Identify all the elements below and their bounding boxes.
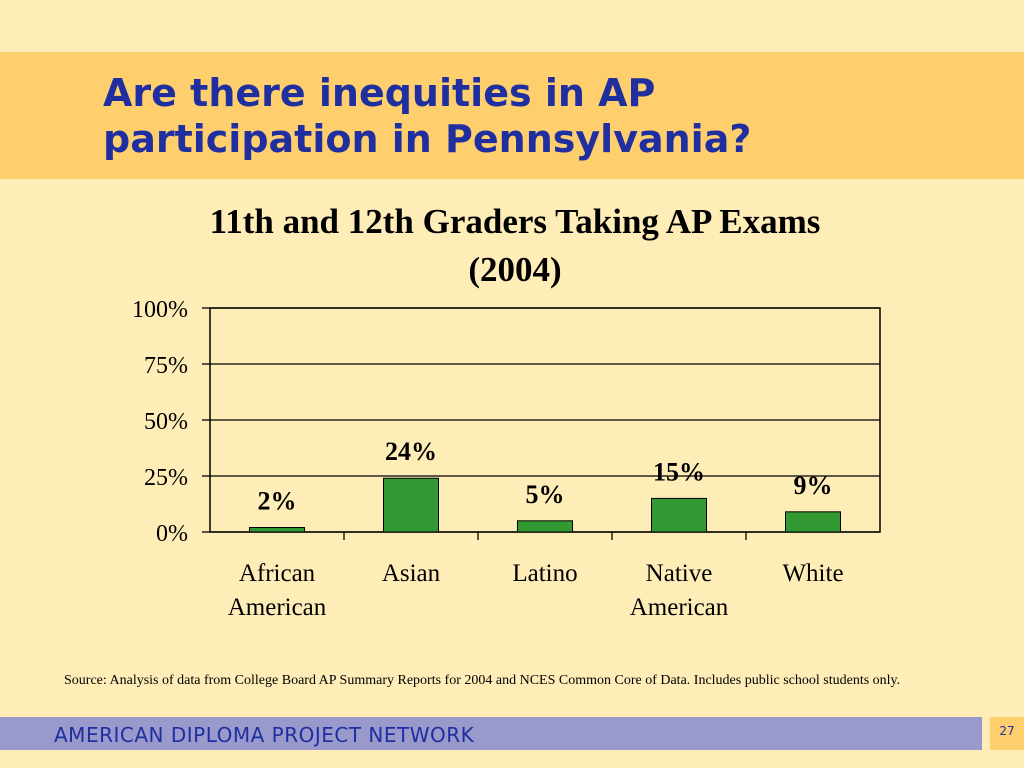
y-tick-label: 75%: [144, 353, 188, 379]
category-label: Native: [646, 560, 713, 587]
chart-title-line-2: (2004): [468, 250, 562, 289]
bar: [249, 527, 305, 533]
chart-title-line-1: 11th and 12th Graders Taking AP Exams: [209, 202, 821, 241]
category-label: White: [782, 560, 843, 587]
footer-text: AMERICAN DIPLOMA PROJECT NETWORK: [54, 723, 475, 747]
bar: [785, 511, 841, 533]
data-label: 9%: [794, 471, 833, 500]
category-label: Latino: [512, 560, 577, 587]
data-label: 5%: [526, 480, 565, 509]
footer-bar: [0, 717, 982, 750]
data-label: 15%: [653, 457, 705, 486]
y-tick-label: 25%: [144, 465, 188, 491]
data-label: 24%: [385, 437, 437, 466]
title-band: [0, 52, 1024, 179]
y-tick-label: 50%: [144, 409, 188, 435]
bar: [517, 520, 573, 533]
chart-title: 11th and 12th Graders Taking AP Exams (2…: [130, 198, 900, 294]
category-label: American: [630, 594, 729, 621]
y-tick-label: 100%: [132, 297, 188, 323]
page-number-box: [990, 717, 1024, 750]
y-tick-label: 0%: [156, 521, 188, 547]
category-label: African: [239, 560, 316, 587]
slide-title-line-2: participation in Pennsylvania?: [103, 117, 752, 161]
category-label: Asian: [382, 560, 441, 587]
page-number: 27: [999, 724, 1015, 738]
category-label: American: [228, 594, 327, 621]
slide-title-line-1: Are there inequities in AP: [103, 71, 656, 115]
bar: [383, 477, 439, 533]
source-note: Source: Analysis of data from College Bo…: [64, 673, 901, 688]
slide-title: Are there inequities in AP participation …: [103, 70, 983, 162]
bar: [651, 497, 707, 533]
data-label: 2%: [258, 487, 297, 516]
bar-chart: 0% 25% 50% 75% 100% 2% African American 24% Asian…: [132, 297, 881, 621]
